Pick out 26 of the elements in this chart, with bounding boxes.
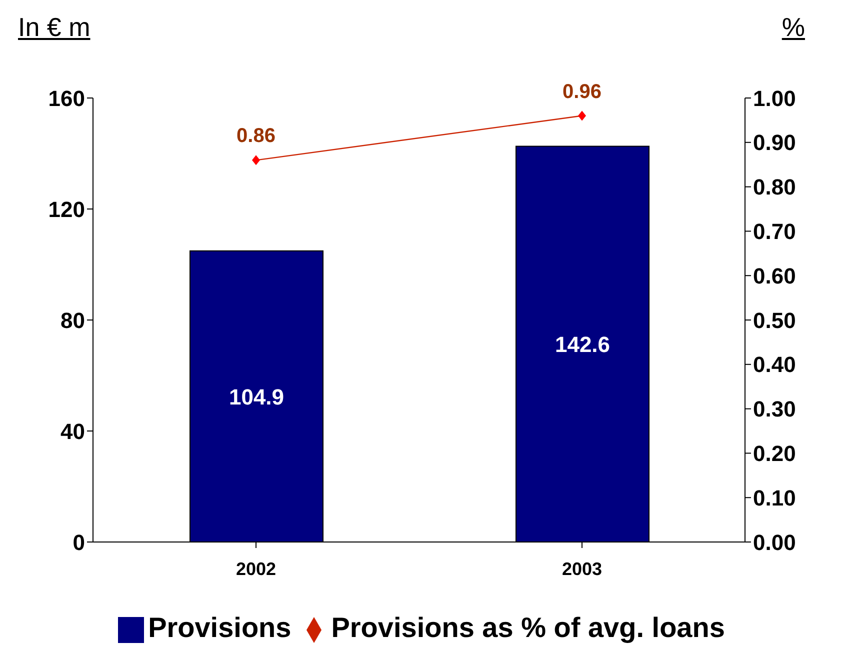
x-tick-label: 2002 [236,558,276,579]
y2-tick-label: 0.80 [753,174,796,200]
data-label: 104.9 [228,384,284,410]
data-label: 0.86 [236,125,276,148]
legend-label: Provisions as % of avg. loans [331,612,725,643]
y2-tick-label: 0.60 [753,263,796,288]
data-label: 142.6 [554,332,610,357]
y2-tick-label: 0.00 [753,530,796,555]
y2-tick-label: 1.00 [753,86,796,111]
y-tick-label: 160 [48,86,85,111]
y2-axis-title: % [782,12,805,43]
y-tick-label: 0 [72,530,85,555]
y2-tick-label: 0.40 [753,352,796,378]
y2-tick-label: 0.10 [753,485,796,510]
y-tick-label: 80 [60,308,85,333]
y2-tick-label: 0.70 [753,219,796,244]
y-tick-label: 40 [60,418,85,444]
y-tick-label: 120 [48,196,85,222]
y-axis-title: In € m [18,12,90,43]
x-tick-label: 2003 [562,558,602,579]
y2-tick-label: 0.20 [753,441,796,466]
y2-tick-label: 0.90 [753,130,796,156]
data-label: 0.96 [562,80,602,103]
y2-tick-label: 0.50 [753,308,796,333]
y2-tick-label: 0.30 [753,396,796,422]
legend-label: Provisions [148,612,292,643]
